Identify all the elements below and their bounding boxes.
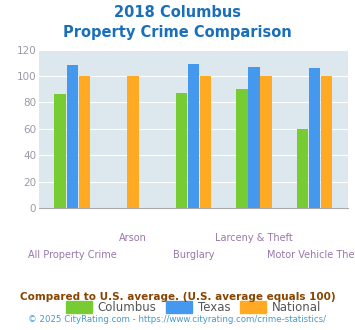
Text: Burglary: Burglary — [173, 249, 214, 260]
Bar — [127, 76, 139, 208]
Text: © 2025 CityRating.com - https://www.cityrating.com/crime-statistics/: © 2025 CityRating.com - https://www.city… — [28, 315, 327, 324]
Bar — [79, 76, 90, 208]
Bar — [55, 94, 66, 208]
Bar — [297, 129, 308, 208]
Text: Motor Vehicle Theft: Motor Vehicle Theft — [267, 249, 355, 260]
Text: Larceny & Theft: Larceny & Theft — [215, 233, 293, 243]
Bar — [321, 76, 333, 208]
Bar — [188, 64, 199, 208]
Bar — [309, 68, 320, 208]
Text: 2018 Columbus: 2018 Columbus — [114, 5, 241, 20]
Text: All Property Crime: All Property Crime — [28, 249, 117, 260]
Bar — [236, 89, 248, 208]
Bar — [261, 76, 272, 208]
Text: Arson: Arson — [119, 233, 147, 243]
Bar — [176, 93, 187, 208]
Bar — [200, 76, 211, 208]
Text: Compared to U.S. average. (U.S. average equals 100): Compared to U.S. average. (U.S. average … — [20, 292, 335, 302]
Text: Property Crime Comparison: Property Crime Comparison — [63, 25, 292, 40]
Legend: Columbus, Texas, National: Columbus, Texas, National — [61, 296, 326, 319]
Bar — [67, 65, 78, 208]
Bar — [248, 67, 260, 208]
